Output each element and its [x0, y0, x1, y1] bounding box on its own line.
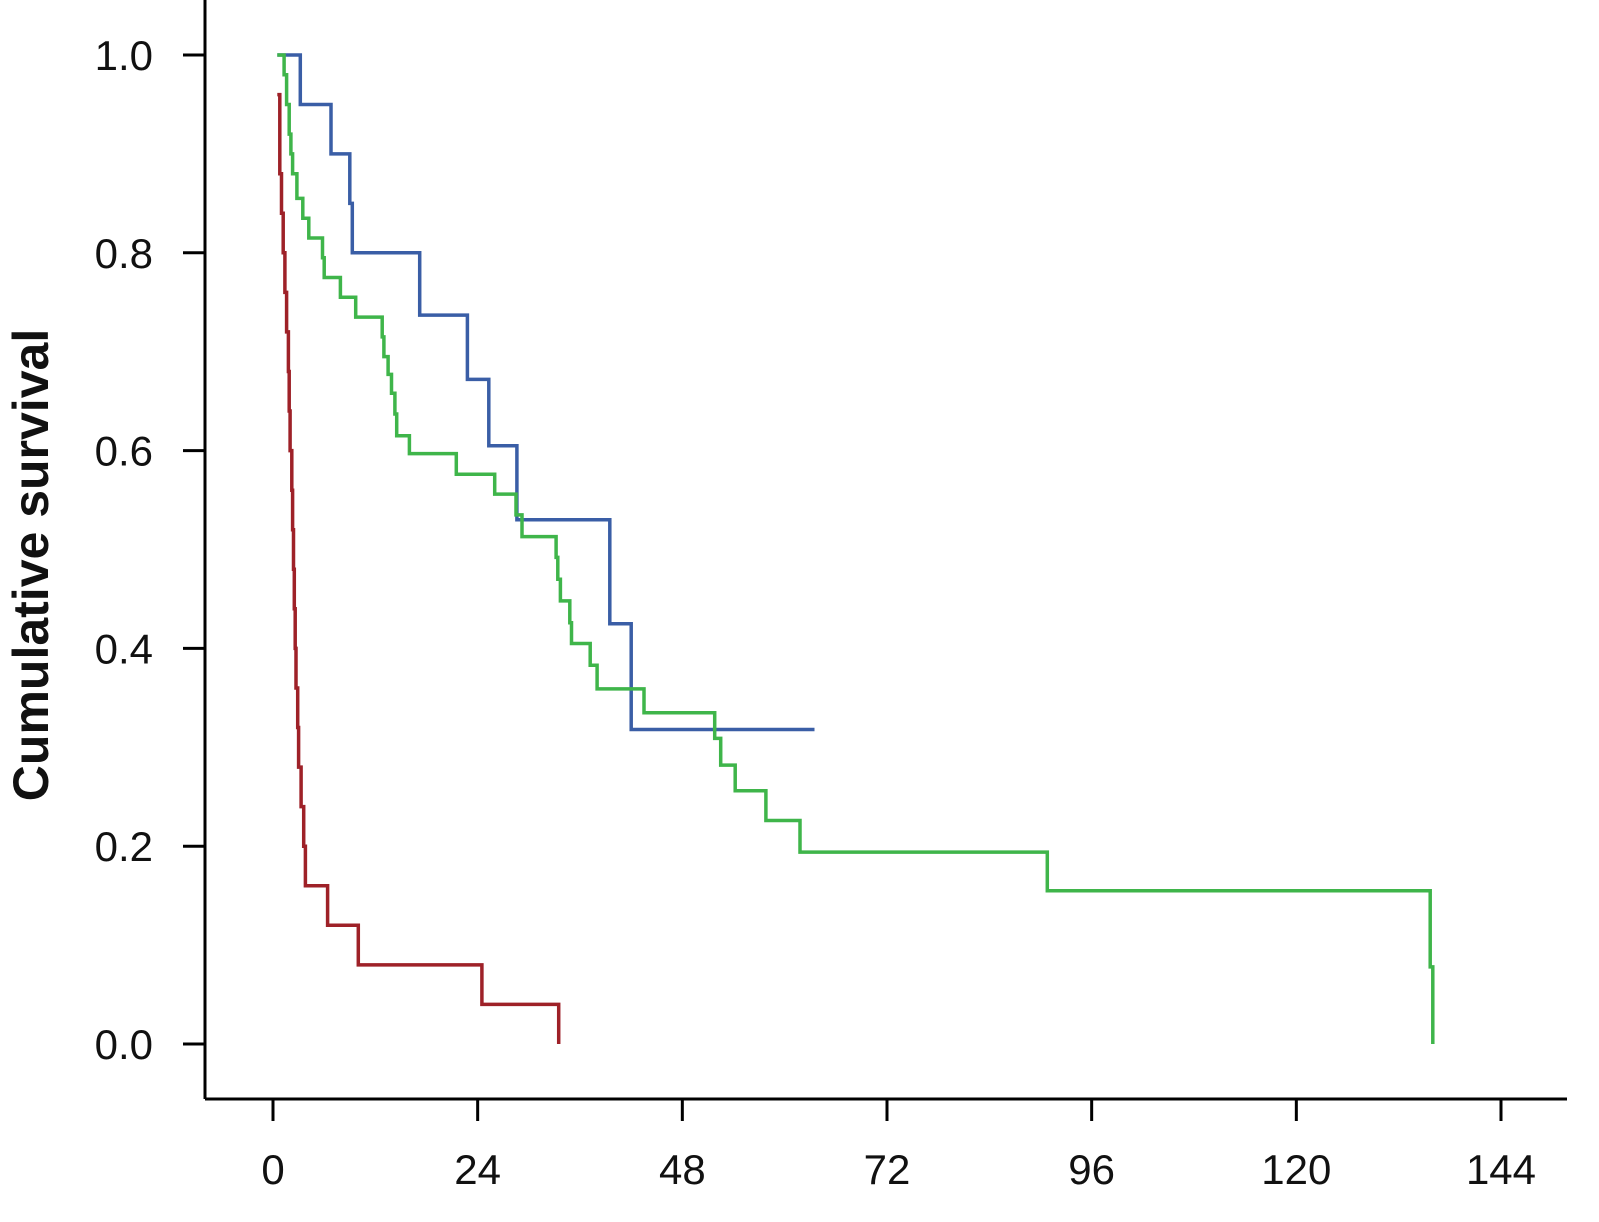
survival-curve-1	[277, 53, 815, 732]
survival-curve-2	[277, 53, 1435, 1044]
y-tick-label: 0.0	[95, 1021, 153, 1068]
y-tick-label: 0.2	[95, 823, 153, 870]
y-ticks: 0.0 0.2 0.4 0.6 0.8 1.0	[95, 32, 205, 1068]
x-tick-label: 0	[261, 1146, 284, 1193]
x-tick-label: 48	[659, 1146, 706, 1193]
y-tick-label: 0.6	[95, 428, 153, 475]
y-tick-label: 0.8	[95, 230, 153, 277]
series-lines	[277, 53, 1435, 1044]
survival-curve-3	[277, 92, 561, 1044]
x-ticks: 0 24 48 72 96 120 144	[261, 1099, 1536, 1193]
y-tick-label: 1.0	[95, 32, 153, 79]
x-tick-label: 144	[1466, 1146, 1536, 1193]
axes	[203, 0, 1567, 1101]
x-tick-label: 24	[454, 1146, 501, 1193]
x-tick-label: 96	[1068, 1146, 1115, 1193]
x-tick-label: 72	[864, 1146, 911, 1193]
x-tick-label: 120	[1261, 1146, 1331, 1193]
y-tick-label: 0.4	[95, 625, 153, 672]
y-axis-title: Cumulative survival	[3, 329, 59, 801]
